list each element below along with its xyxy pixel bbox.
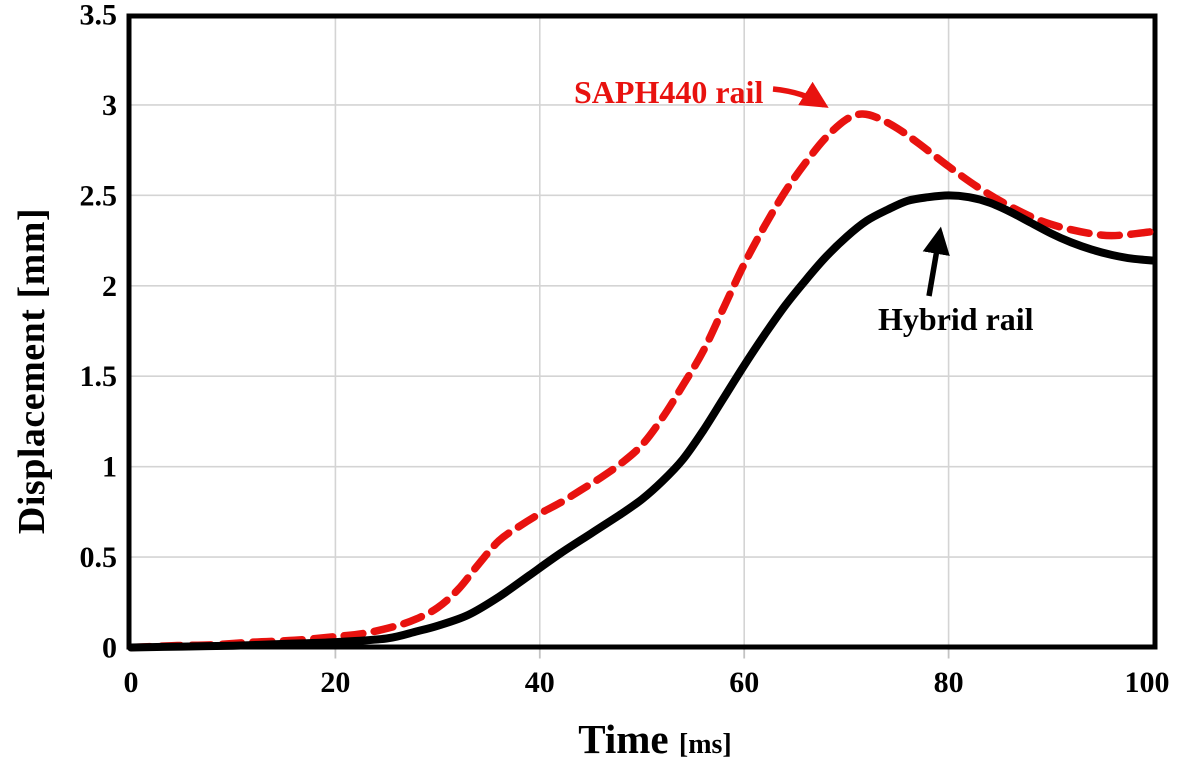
plot-border bbox=[126, 13, 1158, 650]
y-tick-label-2: 2 bbox=[102, 270, 117, 303]
x-tick-label-100: 100 bbox=[1125, 666, 1170, 699]
x-tick-label-20: 20 bbox=[320, 666, 350, 699]
x-tick-label-40: 40 bbox=[525, 666, 555, 699]
y-tick-label-0.5: 0.5 bbox=[80, 541, 118, 574]
annotation-saph440-rail: SAPH440 rail bbox=[574, 74, 764, 110]
x-tick-label-0: 0 bbox=[124, 666, 139, 699]
hybrid-arrow bbox=[922, 226, 950, 297]
y-tick-label-1: 1 bbox=[102, 451, 117, 484]
x-axis-title: Time [ms] bbox=[578, 715, 731, 763]
saph440-arrow bbox=[772, 81, 829, 108]
x-axis-title-unit: [ms] bbox=[678, 729, 732, 760]
x-tick-label-80: 80 bbox=[934, 666, 964, 699]
series-curve-hybrid-rail bbox=[127, 191, 1157, 652]
y-tick-label-3: 3 bbox=[102, 89, 117, 122]
y-tick-label-0: 0 bbox=[102, 632, 117, 665]
y-tick-label-3.5: 3.5 bbox=[80, 0, 118, 32]
y-axis-title: Displacement [mm] bbox=[11, 207, 53, 535]
x-axis-title-main: Time bbox=[578, 716, 669, 762]
x-tick-label-60: 60 bbox=[729, 666, 759, 699]
y-tick-label-1.5: 1.5 bbox=[80, 360, 118, 393]
series-curve-saph440-rail bbox=[127, 110, 1157, 652]
y-tick-label-2.5: 2.5 bbox=[80, 179, 118, 212]
annotation-hybrid-rail: Hybrid rail bbox=[878, 301, 1034, 337]
